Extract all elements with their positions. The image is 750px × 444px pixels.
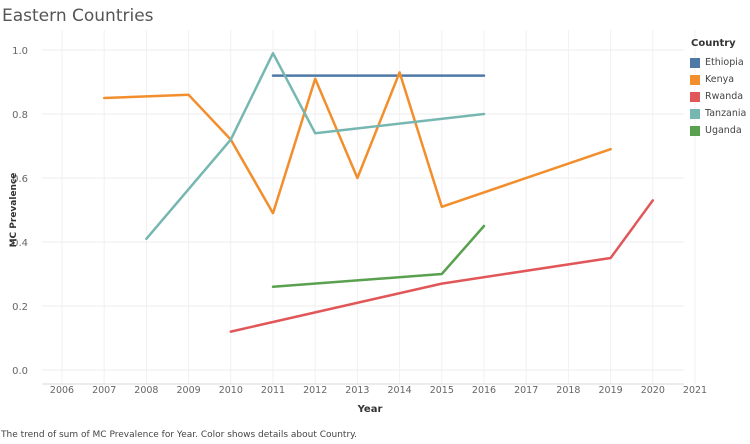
legend-title: Country bbox=[691, 38, 736, 49]
x-tick-label: 2010 bbox=[219, 385, 243, 396]
y-tick-label: 0.0 bbox=[12, 366, 28, 377]
x-tick-label: 2020 bbox=[641, 385, 665, 396]
x-tick-label: 2014 bbox=[388, 385, 412, 396]
legend-swatch bbox=[690, 108, 700, 119]
x-tick-label: 2015 bbox=[430, 385, 454, 396]
x-tick-label: 2009 bbox=[177, 385, 201, 396]
y-tick-label: 0.4 bbox=[12, 238, 28, 249]
legend-label: Uganda bbox=[705, 125, 742, 136]
x-tick-label: 2013 bbox=[345, 385, 369, 396]
x-tick-label: 2016 bbox=[472, 385, 496, 396]
y-tick-label: 0.6 bbox=[12, 174, 28, 185]
legend-label: Tanzania bbox=[705, 108, 747, 119]
legend-item-kenya: Kenya bbox=[690, 71, 746, 88]
legend-swatch bbox=[690, 57, 700, 68]
x-axis-label: Year bbox=[357, 404, 383, 415]
series-line-rwanda bbox=[229, 199, 655, 333]
legend-label: Ethiopia bbox=[705, 57, 744, 68]
x-tick-label: 2006 bbox=[50, 385, 74, 396]
legend-item-ethiopia: Ethiopia bbox=[690, 54, 746, 71]
x-tick-label: 2021 bbox=[683, 385, 707, 396]
legend-item-rwanda: Rwanda bbox=[690, 88, 746, 105]
y-tick-label: 0.2 bbox=[12, 302, 28, 313]
legend-item-tanzania: Tanzania bbox=[690, 105, 746, 122]
series-line-uganda bbox=[271, 224, 486, 289]
x-tick-label: 2017 bbox=[514, 385, 538, 396]
y-tick-label: 0.8 bbox=[12, 110, 28, 121]
x-tick-label: 2012 bbox=[303, 385, 327, 396]
legend-label: Rwanda bbox=[705, 91, 744, 102]
y-axis-label: MC Prevalence bbox=[9, 173, 19, 248]
legend-item-uganda: Uganda bbox=[690, 122, 746, 139]
chart-caption: The trend of sum of MC Prevalence for Ye… bbox=[1, 430, 358, 440]
series-line-kenya bbox=[102, 71, 612, 215]
legend: Ethiopia Kenya Rwanda Tanzania Uganda bbox=[690, 54, 746, 139]
x-tick-label: 2011 bbox=[261, 385, 285, 396]
grid-lines bbox=[42, 30, 696, 384]
y-tick-label: 1.0 bbox=[12, 46, 28, 57]
legend-label: Kenya bbox=[705, 74, 735, 85]
legend-swatch bbox=[690, 74, 700, 85]
x-tick-label: 2019 bbox=[599, 385, 623, 396]
x-tick-label: 2007 bbox=[92, 385, 116, 396]
y-axis: 0.0 0.2 0.4 0.6 0.8 1.0 bbox=[12, 46, 28, 377]
x-tick-label: 2018 bbox=[556, 385, 580, 396]
legend-swatch bbox=[690, 91, 700, 102]
legend-swatch bbox=[690, 125, 700, 136]
chart-title: Eastern Countries bbox=[2, 6, 154, 26]
series-lines bbox=[102, 51, 655, 333]
x-tick-label: 2008 bbox=[134, 385, 158, 396]
series-line-tanzania bbox=[145, 51, 486, 241]
x-axis: 2006 2007 2008 2009 2010 2011 2012 2013 2014 2015… bbox=[42, 383, 707, 396]
